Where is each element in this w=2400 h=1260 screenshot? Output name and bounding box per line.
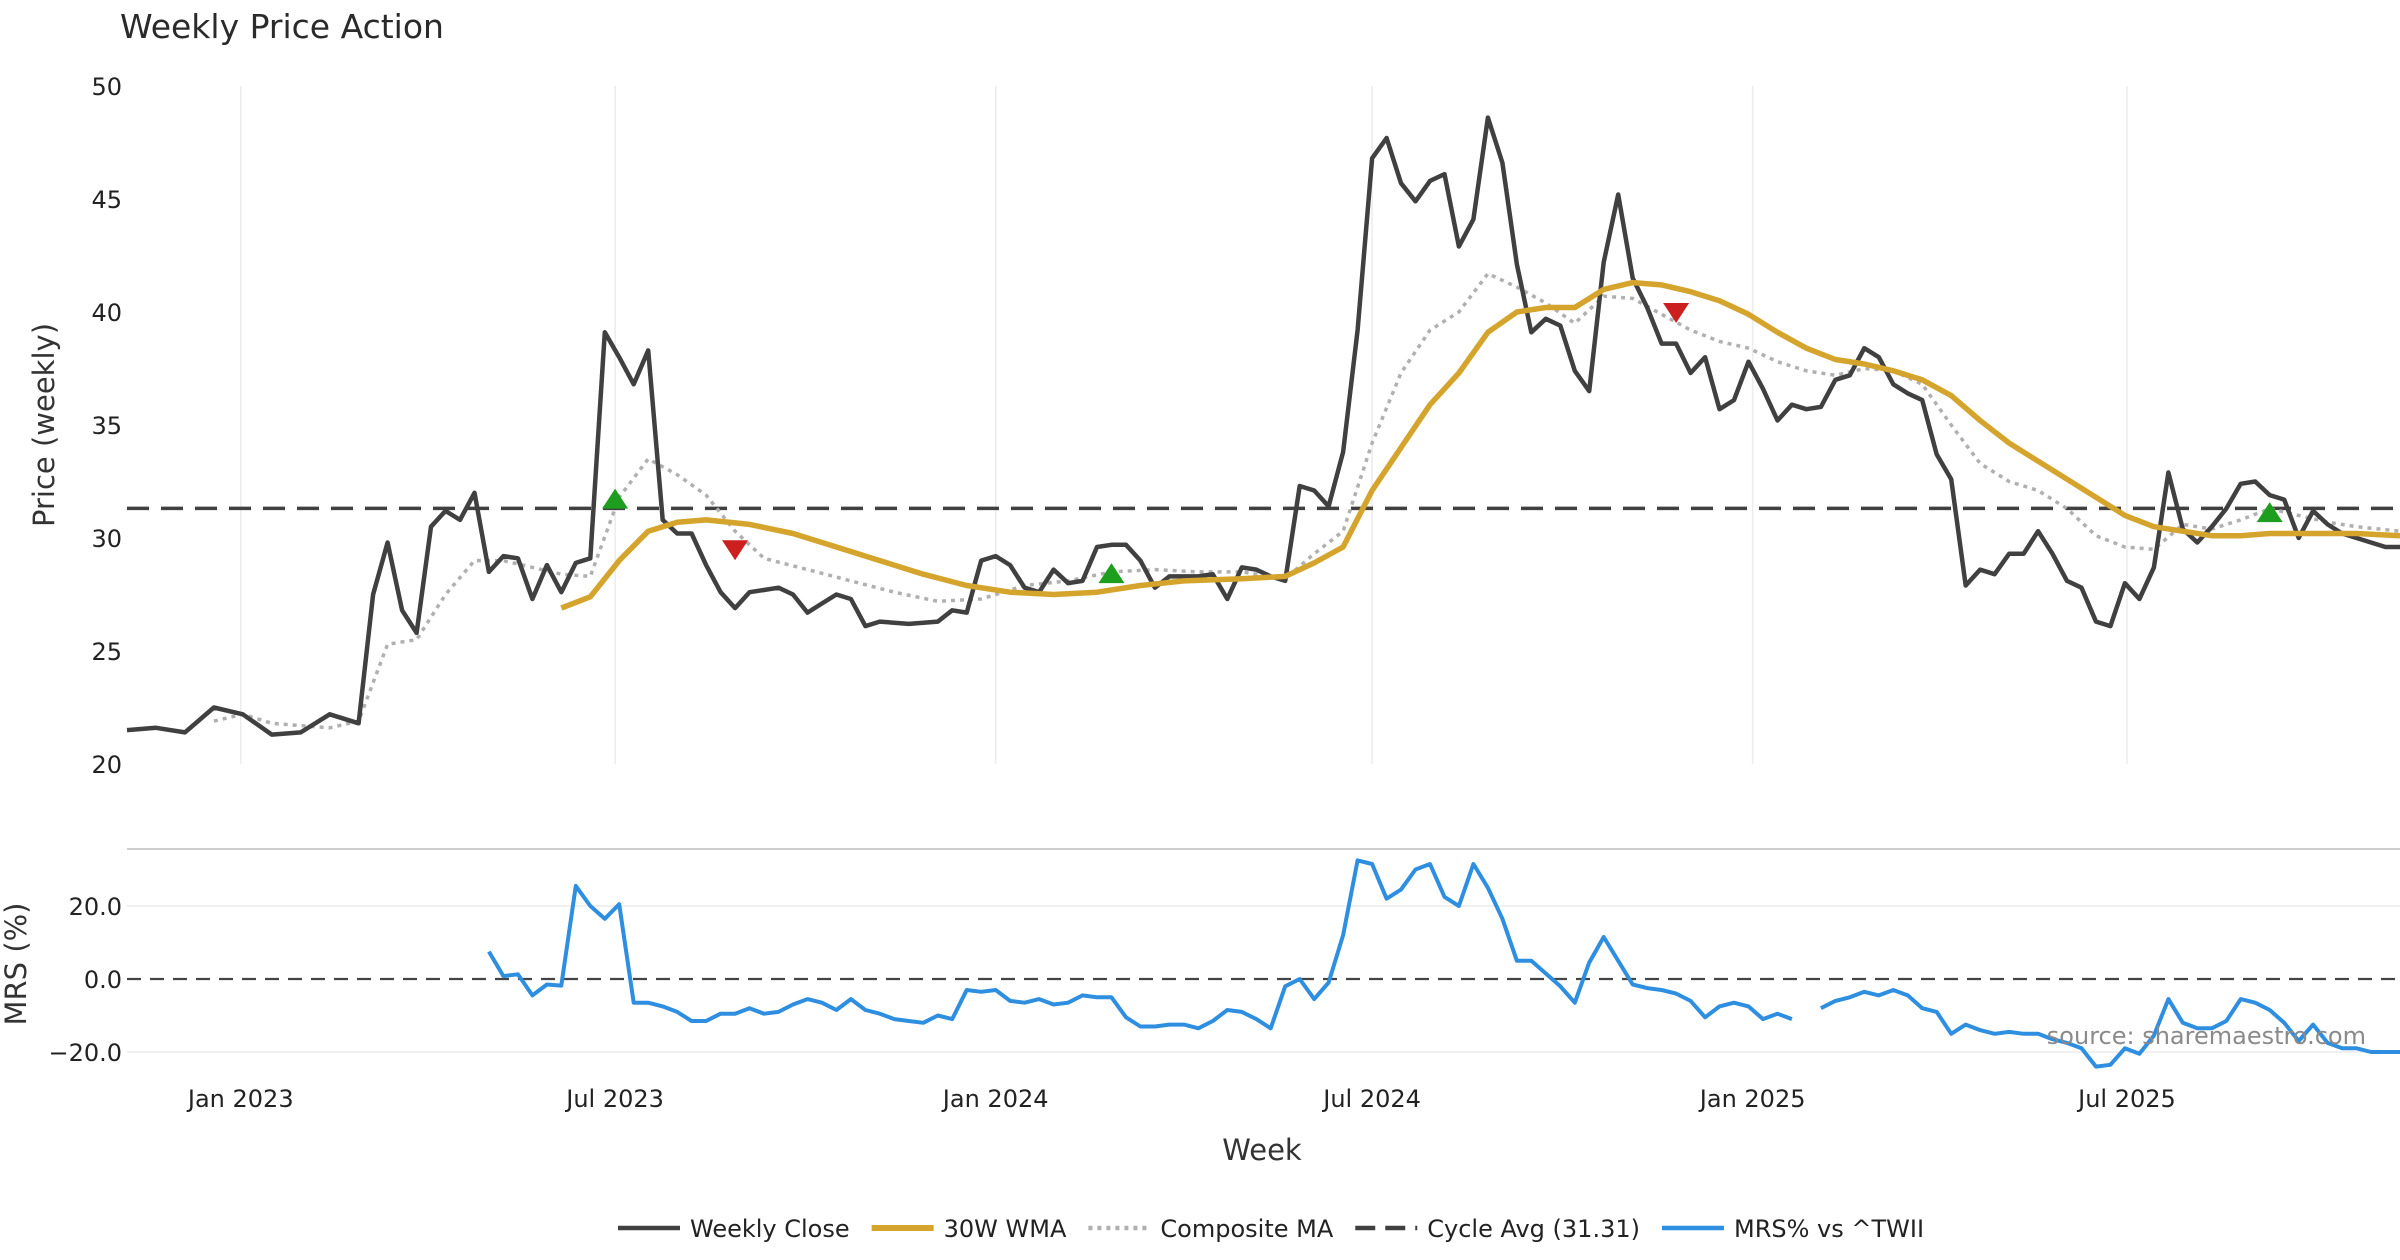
grid-lines [127, 86, 2400, 1053]
chart-title: Weekly Price Action [120, 7, 444, 46]
x-tick-label-3: Jul 2024 [1321, 1085, 1421, 1113]
series-layer [126, 115, 2400, 1069]
legend-item-close: Weekly Close [618, 1215, 850, 1243]
mrs-line-segment-0 [487, 858, 1793, 1031]
buy-signal-marker-0 [602, 488, 629, 509]
legend: Weekly Close 30W WMA Composite MA Cycle Avg… [618, 1215, 1924, 1243]
x-tick-label-4: Jan 2025 [1698, 1085, 1806, 1113]
price-y-tick-1: 25 [91, 638, 122, 666]
weekly-close-line [126, 115, 2400, 737]
legend-item-cma: Composite MA [1088, 1215, 1334, 1243]
x-tick-label-0: Jan 2023 [186, 1085, 294, 1113]
price-y-tick-5: 45 [91, 186, 122, 214]
legend-label-mrs: MRS% vs ^TWII [1734, 1215, 1924, 1243]
price-y-tick-0: 20 [91, 751, 122, 779]
sell-signal-marker-3 [1663, 303, 1690, 323]
marker-layer [602, 303, 2283, 584]
legend-label-cma: Composite MA [1160, 1215, 1333, 1243]
sell-signal-marker-1 [722, 540, 749, 561]
legend-label-cycle: Cycle Avg (31.31) [1427, 1215, 1640, 1243]
legend-label-wma: 30W WMA [944, 1215, 1067, 1243]
price-y-tick-3: 35 [91, 412, 122, 440]
mrs-y-tick-1: 0.0 [84, 966, 122, 994]
x-ticks: Jan 2023 Jul 2023 Jan 2024 Jul 2024 Jan 2025… [186, 1085, 2176, 1113]
price-y-tick-6: 50 [91, 73, 122, 101]
x-tick-label-1: Jul 2023 [564, 1085, 664, 1113]
buy-signal-marker-4 [2256, 502, 2283, 523]
wma-30w-line [560, 279, 2400, 611]
mrs-y-label: MRS (%) [0, 903, 33, 1026]
x-axis-label: Week [1222, 1133, 1302, 1167]
composite-ma-line [213, 271, 2400, 730]
price-y-ticks: 20 25 30 35 40 45 50 [91, 73, 122, 779]
price-y-tick-4: 40 [91, 299, 122, 327]
buy-signal-marker-2 [1098, 563, 1125, 584]
mrs-y-tick-0: 20.0 [69, 893, 122, 921]
legend-item-cycle: Cycle Avg (31.31) [1355, 1215, 1640, 1243]
mrs-line-segment-1 [1820, 988, 2400, 1069]
legend-item-wma: 30W WMA [871, 1215, 1067, 1243]
legend-item-mrs: MRS% vs ^TWII [1661, 1215, 1924, 1243]
x-tick-label-5: Jul 2025 [2076, 1085, 2176, 1113]
mrs-y-tick-2: −20.0 [48, 1039, 122, 1067]
price-y-tick-2: 30 [91, 525, 122, 553]
legend-label-close: Weekly Close [690, 1215, 850, 1243]
x-tick-label-2: Jan 2024 [941, 1085, 1049, 1113]
mrs-y-ticks: 20.0 0.0 −20.0 [48, 893, 122, 1067]
source-watermark: source: sharemaestro.com [2047, 1022, 2366, 1050]
price-y-label: Price (weekly) [27, 323, 61, 527]
